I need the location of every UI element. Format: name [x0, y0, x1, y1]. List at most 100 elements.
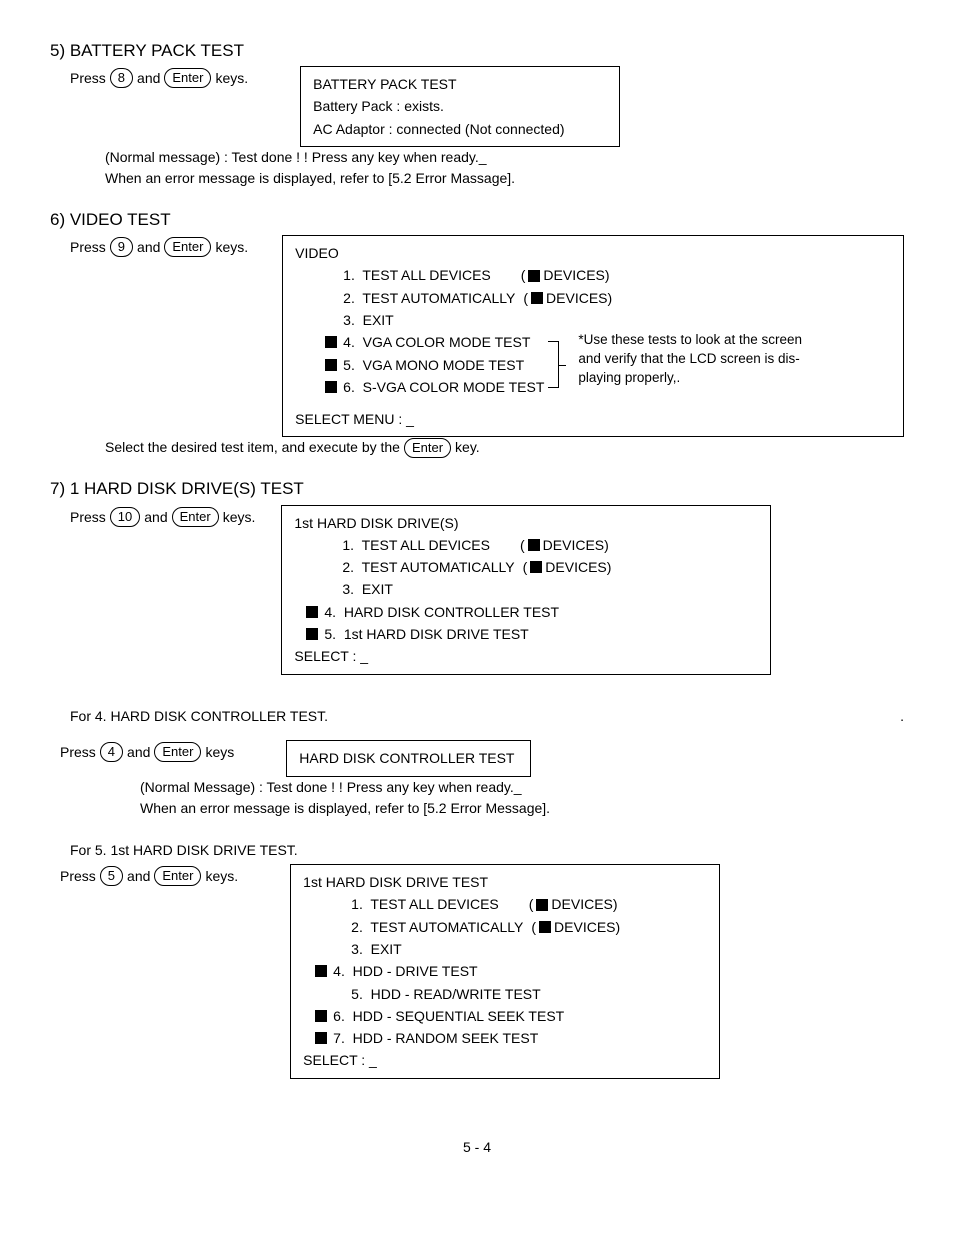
console-hdd: 1st HARD DISK DRIVE(S) 1. TEST ALL DEVIC… [281, 505, 771, 675]
marker-icon [528, 270, 540, 282]
marker-icon [325, 381, 337, 393]
section-title: 7) 1 HARD DISK DRIVE(S) TEST [50, 478, 904, 500]
devices-label: DEVICES) [551, 894, 617, 914]
select-prompt: SELECT : _ [303, 1049, 707, 1071]
press-label: Press [70, 70, 106, 86]
marker-icon [531, 292, 543, 304]
menu-item: 4. HARD DISK CONTROLLER TEST [324, 602, 559, 622]
keycap-8: 8 [110, 68, 133, 88]
press-label: keys. [223, 509, 256, 525]
devices-label: DEVICES) [546, 288, 612, 308]
press-instruction: Press 9 and Enter keys. [70, 235, 248, 257]
paren: ( [521, 265, 526, 285]
menu-item: 5. HDD - READ/WRITE TEST [351, 984, 541, 1004]
paren: ( [523, 557, 528, 577]
paren: ( [529, 894, 534, 914]
menu-item: 2. TEST AUTOMATICALLY [343, 288, 515, 308]
annotation-line: playing properly,. [578, 369, 802, 388]
menu-item: 4. VGA COLOR MODE TEST [343, 332, 530, 352]
press-instruction: Press 4 and Enter keys [60, 740, 234, 762]
press-label: and [144, 509, 167, 525]
section-title: 5) BATTERY PACK TEST [50, 40, 904, 62]
marker-icon [530, 561, 542, 573]
console-header: VIDEO [295, 242, 891, 264]
menu-item: 5. 1st HARD DISK DRIVE TEST [324, 624, 528, 644]
marker-icon [536, 899, 548, 911]
note-part: key. [455, 437, 480, 458]
select-prompt: SELECT MENU : _ [295, 408, 891, 430]
menu-item: 5. VGA MONO MODE TEST [343, 355, 524, 375]
devices-label: DEVICES) [554, 917, 620, 937]
keycap-5: 5 [100, 866, 123, 886]
marker-icon [539, 921, 551, 933]
annotation-line: *Use these tests to look at the screen [578, 331, 802, 350]
marker-icon [528, 539, 540, 551]
menu-item: 3. EXIT [351, 939, 402, 959]
press-label: keys. [215, 239, 248, 255]
marker-icon [306, 628, 318, 640]
note-text: (Normal Message) : Test done ! ! Press a… [140, 777, 904, 798]
paren: ( [523, 288, 528, 308]
press-instruction: Press 8 and Enter keys. [70, 66, 248, 88]
menu-item: 2. TEST AUTOMATICALLY [342, 557, 514, 577]
menu-item: 3. EXIT [343, 310, 394, 330]
console-hdd-controller: HARD DISK CONTROLLER TEST [286, 740, 531, 776]
menu-item: 1. TEST ALL DEVICES [343, 265, 491, 285]
subsection-heading: For 5. 1st HARD DISK DRIVE TEST. [70, 841, 904, 861]
devices-label: DEVICES) [545, 557, 611, 577]
keycap-enter: Enter [404, 438, 451, 458]
console-hdd-drive: 1st HARD DISK DRIVE TEST 1. TEST ALL DEV… [290, 864, 720, 1079]
keycap-enter: Enter [154, 866, 201, 886]
console-line: Battery Pack : exists. [313, 95, 607, 117]
paren: ( [520, 535, 525, 555]
menu-item: 1. TEST ALL DEVICES [351, 894, 499, 914]
keycap-enter: Enter [154, 742, 201, 762]
console-video: VIDEO 1. TEST ALL DEVICES ( DEVICES) 2. … [282, 235, 904, 437]
keycap-9: 9 [110, 237, 133, 257]
press-label: and [127, 868, 150, 884]
section-title: 6) VIDEO TEST [50, 209, 904, 231]
marker-icon [306, 606, 318, 618]
press-label: keys. [215, 70, 248, 86]
note-part: Select the desired test item, and execut… [105, 437, 400, 458]
menu-item: 3. EXIT [342, 579, 393, 599]
console-battery: BATTERY PACK TEST Battery Pack : exists.… [300, 66, 620, 147]
keycap-4: 4 [100, 742, 123, 762]
page-number: 5 - 4 [50, 1139, 904, 1155]
menu-item: 4. HDD - DRIVE TEST [333, 961, 477, 981]
press-instruction: Press 10 and Enter keys. [70, 505, 255, 527]
press-label: and [137, 70, 160, 86]
note-text: When an error message is displayed, refe… [105, 168, 904, 189]
press-label: and [137, 239, 160, 255]
console-line: AC Adaptor : connected (Not connected) [313, 118, 607, 140]
keycap-enter: Enter [172, 507, 219, 527]
devices-label: DEVICES) [543, 535, 609, 555]
note-text: When an error message is displayed, refe… [140, 798, 904, 819]
note-text: (Normal message) : Test done ! ! Press a… [105, 147, 904, 168]
section-hdd-test: 7) 1 HARD DISK DRIVE(S) TEST Press 10 an… [50, 478, 904, 1078]
paren: ( [531, 917, 536, 937]
press-label: Press [70, 239, 106, 255]
marker-icon [325, 336, 337, 348]
keycap-enter: Enter [164, 68, 211, 88]
select-prompt: SELECT : _ [294, 645, 758, 667]
marker-icon [315, 1032, 327, 1044]
press-label: Press [70, 509, 106, 525]
subsection-heading: For 4. HARD DISK CONTROLLER TEST.. [70, 707, 904, 727]
menu-item: 1. TEST ALL DEVICES [342, 535, 490, 555]
annotation-note: *Use these tests to look at the screen a… [564, 331, 802, 398]
menu-item: 7. HDD - RANDOM SEEK TEST [333, 1028, 538, 1048]
section-battery-pack-test: 5) BATTERY PACK TEST Press 8 and Enter k… [50, 40, 904, 189]
marker-icon [315, 965, 327, 977]
menu-item: 6. S-VGA COLOR MODE TEST [343, 377, 544, 397]
devices-label: DEVICES) [543, 265, 609, 285]
marker-icon [315, 1010, 327, 1022]
note-text: Select the desired test item, and execut… [105, 437, 904, 458]
console-header: 1st HARD DISK DRIVE(S) [294, 512, 758, 534]
keycap-enter: Enter [164, 237, 211, 257]
annotation-line: and verify that the LCD screen is dis- [578, 350, 802, 369]
press-label: keys [205, 744, 234, 760]
press-label: keys. [205, 868, 238, 884]
console-line: BATTERY PACK TEST [313, 73, 607, 95]
menu-item: 2. TEST AUTOMATICALLY [351, 917, 523, 937]
